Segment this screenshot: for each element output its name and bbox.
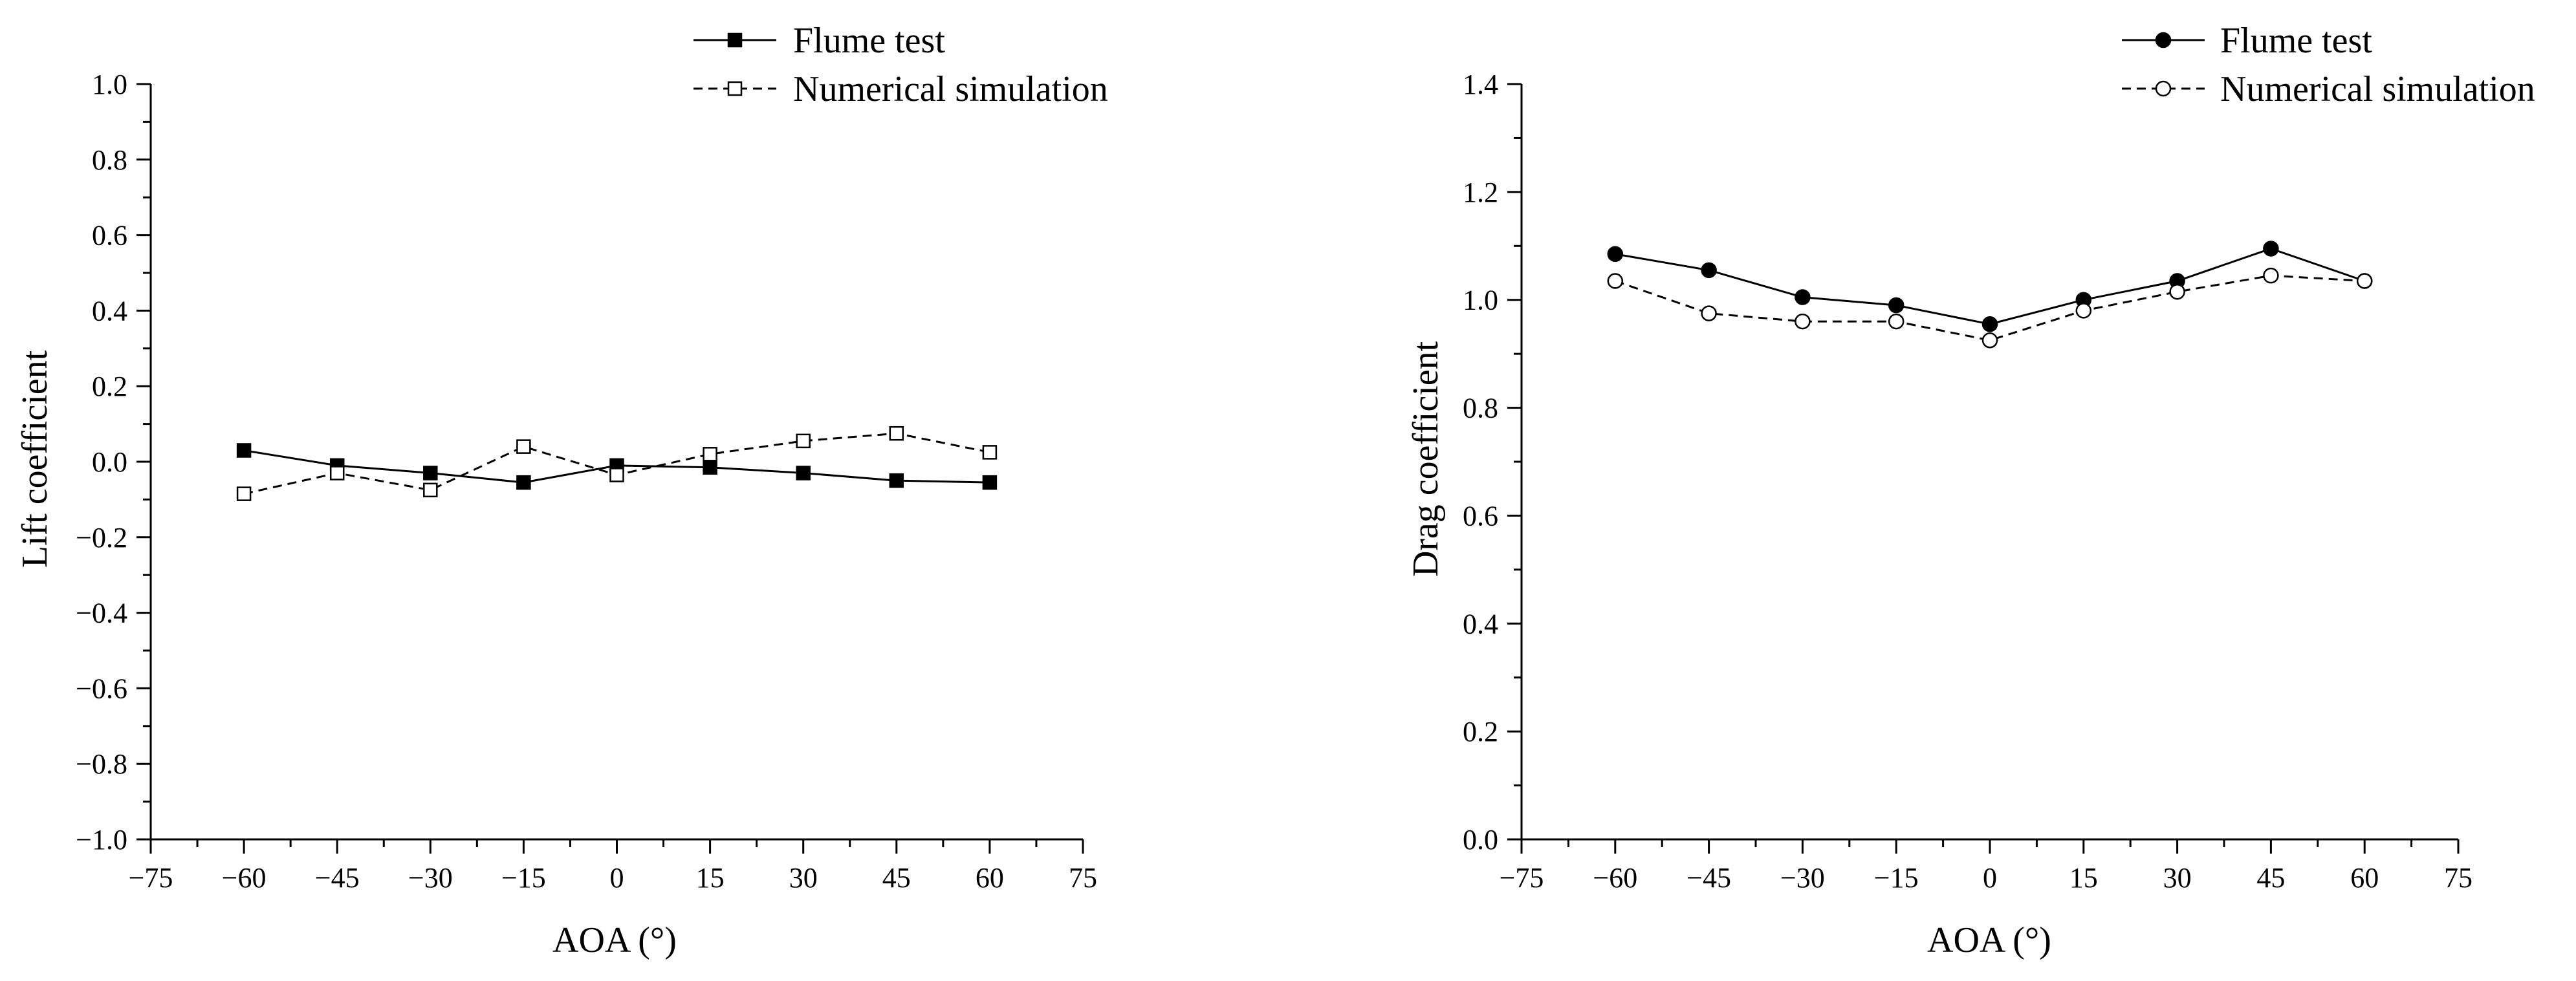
drag-x-tick-label: −75: [1500, 862, 1544, 894]
drag-y-tick-label: 0.8: [1463, 393, 1498, 424]
drag-x-tick-label: −45: [1686, 862, 1731, 894]
drag-series-numerical-simulation-point: [1981, 332, 1998, 349]
drag-y-tick-label: 0.2: [1463, 716, 1498, 748]
drag-series-numerical-simulation-point: [1795, 313, 1811, 330]
lift-x-tick-label: −30: [408, 862, 453, 894]
lift-y-tick-label: 1.0: [92, 69, 127, 100]
lift-series-flume-test-point: [703, 460, 717, 475]
lift-series-flume-test-point: [516, 475, 531, 490]
lift-y-tick-label: 0.0: [92, 446, 127, 478]
lift-x-tick-label: −75: [129, 862, 173, 894]
lift-legend-marker: [727, 32, 743, 48]
lift-series-numerical-simulation-point: [329, 466, 345, 480]
lift-series-numerical-simulation-point: [609, 468, 624, 482]
lift-series-numerical-simulation-point: [516, 439, 531, 454]
lift-y-tick-label: −1.0: [76, 824, 127, 856]
lift-series-flume-test-point: [423, 466, 438, 480]
drag-y-tick-label: 1.2: [1463, 177, 1498, 208]
drag-x-tick-label: 45: [2256, 862, 2285, 894]
drag-series-flume-test-point: [1795, 289, 1811, 305]
drag-x-tick-label: −60: [1593, 862, 1637, 894]
lift-series-numerical-simulation-point: [236, 486, 252, 501]
drag-series-numerical-simulation-point: [2356, 273, 2373, 289]
lift-x-tick-label: 30: [789, 862, 818, 894]
drag-y-tick-label: 1.4: [1463, 69, 1498, 100]
drag-series-numerical-simulation-point: [1701, 305, 1717, 321]
drag-chart: Drag coefficient AOA (°) −75 −60 −45 −30 −15…: [1406, 21, 2535, 960]
drag-x-tick-label: 30: [2163, 862, 2192, 894]
drag-legend-label: Flume test: [2220, 21, 2372, 61]
drag-series-numerical-simulation-point: [1607, 273, 1624, 289]
lift-y-tick-label: 0.2: [92, 371, 127, 402]
lift-y-tick-label: 0.4: [92, 295, 127, 327]
drag-series-flume-test-point: [2263, 241, 2279, 257]
drag-y-tick-label: 0.6: [1463, 500, 1498, 532]
drag-series-flume-test-point: [1607, 246, 1624, 263]
lift-series-numerical-simulation-point: [423, 482, 438, 498]
lift-y-tick-label: 0.6: [92, 220, 127, 252]
lift-series-flume-test-point: [889, 473, 904, 488]
drag-series-numerical-simulation-point: [2169, 283, 2185, 300]
lift-legend-label: Flume test: [793, 21, 945, 61]
drag-series-flume-test-point: [1981, 316, 1998, 332]
drag-x-axis-title: AOA (°): [1927, 920, 2051, 960]
lift-x-tick-label: −15: [501, 862, 546, 894]
drag-series-flume-test-point: [1701, 262, 1717, 279]
drag-series-numerical-simulation-point: [2263, 267, 2279, 284]
drag-series-numerical-simulation-point: [2075, 303, 2092, 319]
drag-y-tick-label: 0.0: [1463, 824, 1498, 856]
lift-series-flume-test-point: [982, 475, 998, 490]
lift-y-tick-label: 0.8: [92, 144, 127, 176]
drag-legend-label: Numerical simulation: [2220, 69, 2535, 109]
drag-series-flume-test-line: [1615, 247, 2365, 325]
drag-x-tick-label: 0: [1983, 862, 1997, 894]
lift-x-tick-label: 45: [882, 862, 911, 894]
lift-x-tick-label: 60: [976, 862, 1004, 894]
lift-x-axis-title: AOA (°): [552, 920, 677, 960]
drag-x-tick-label: −15: [1874, 862, 1919, 894]
lift-series-numerical-simulation-point: [889, 426, 904, 441]
drag-x-tick-label: 15: [2069, 862, 2098, 894]
lift-x-tick-label: 15: [696, 862, 725, 894]
drag-series-flume-test-point: [1888, 297, 1905, 314]
drag-x-tick-label: 75: [2444, 862, 2472, 894]
drag-y-tick-label: 1.0: [1463, 285, 1498, 316]
lift-y-tick-label: −0.2: [76, 522, 127, 554]
lift-legend-label: Numerical simulation: [793, 69, 1108, 109]
lift-legend-marker: [727, 81, 743, 96]
lift-chart: Lift coefficient AOA (°) −75 −60 −45 −30 −15…: [15, 21, 1108, 960]
lift-x-tick-label: −45: [315, 862, 360, 894]
drag-x-tick-label: −30: [1780, 862, 1825, 894]
lift-y-tick-label: −0.6: [76, 673, 127, 704]
lift-series-flume-test-point: [796, 466, 811, 480]
lift-series-numerical-simulation-point: [796, 433, 811, 449]
drag-y-axis-title: Drag coefficient: [1406, 341, 1446, 577]
drag-y-tick-label: 0.4: [1463, 608, 1498, 640]
lift-y-axis-title: Lift coefficient: [15, 350, 55, 568]
drag-legend-marker: [2155, 80, 2172, 97]
drag-series-numerical-simulation-point: [1888, 313, 1905, 330]
lift-x-tick-label: 75: [1069, 862, 1097, 894]
lift-series-numerical-simulation-point: [703, 447, 717, 462]
lift-y-tick-label: −0.4: [76, 598, 127, 629]
lift-series-flume-test-point: [236, 443, 252, 458]
drag-legend-marker: [2155, 32, 2172, 49]
lift-y-tick-label: −0.8: [76, 748, 127, 780]
drag-x-tick-label: 60: [2350, 862, 2379, 894]
lift-series-numerical-simulation-point: [982, 445, 998, 460]
lift-x-tick-label: 0: [610, 862, 624, 894]
lift-x-tick-label: −60: [222, 862, 267, 894]
